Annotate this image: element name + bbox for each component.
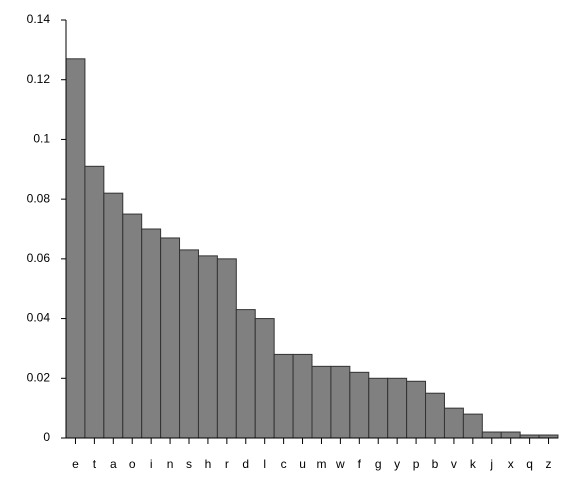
bar bbox=[500, 431, 521, 439]
x-tick-label: o bbox=[129, 457, 136, 471]
bar bbox=[368, 377, 389, 439]
x-tick-label: c bbox=[281, 457, 287, 471]
bar bbox=[197, 255, 218, 439]
bar bbox=[462, 413, 483, 439]
y-tick-label: 0 bbox=[43, 430, 50, 444]
x-tick-label: z bbox=[546, 457, 552, 471]
bar bbox=[216, 258, 237, 439]
x-tick-label: g bbox=[375, 457, 382, 471]
bar bbox=[406, 380, 427, 439]
x-tick-label: e bbox=[72, 457, 79, 471]
x-tick-label: a bbox=[110, 457, 117, 471]
x-tick-label: k bbox=[470, 457, 477, 471]
bar bbox=[122, 213, 143, 439]
x-tick-label: u bbox=[299, 457, 306, 471]
bar bbox=[141, 228, 162, 439]
y-tick-label: 0.02 bbox=[27, 370, 51, 384]
x-tick-label: p bbox=[413, 457, 420, 471]
bar bbox=[160, 237, 181, 439]
x-tick-label: t bbox=[93, 457, 97, 471]
y-tick-label: 0.1 bbox=[33, 132, 50, 146]
y-tick-label: 0.12 bbox=[27, 72, 51, 86]
y-tick-label: 0.06 bbox=[27, 251, 51, 265]
bar bbox=[481, 431, 502, 439]
y-tick-label: 0.08 bbox=[27, 191, 51, 205]
bar bbox=[103, 192, 124, 439]
bar bbox=[330, 365, 351, 439]
bar bbox=[235, 309, 256, 439]
bar bbox=[254, 318, 275, 439]
x-tick-label: h bbox=[205, 457, 212, 471]
x-tick-label: r bbox=[225, 457, 229, 471]
x-tick-label: i bbox=[150, 457, 153, 471]
x-tick-label: m bbox=[316, 457, 326, 471]
bar bbox=[179, 249, 199, 439]
bar bbox=[387, 377, 408, 439]
x-tick-label: y bbox=[394, 457, 400, 471]
y-tick-label: 0.14 bbox=[27, 12, 51, 26]
bar bbox=[349, 371, 370, 439]
x-tick-label: x bbox=[508, 457, 514, 471]
x-tick-label: v bbox=[451, 457, 457, 471]
x-tick-label: f bbox=[358, 457, 362, 471]
bar bbox=[65, 58, 86, 439]
x-tick-label: j bbox=[489, 457, 493, 471]
x-tick-label: n bbox=[167, 457, 174, 471]
bar bbox=[84, 165, 105, 439]
bar bbox=[273, 353, 294, 439]
bar bbox=[292, 353, 313, 439]
x-tick-label: w bbox=[335, 457, 345, 471]
x-tick-label: b bbox=[432, 457, 439, 471]
x-tick-label: l bbox=[263, 457, 266, 471]
bar bbox=[311, 365, 332, 439]
y-tick-label: 0.04 bbox=[27, 311, 51, 325]
bar bbox=[443, 407, 464, 439]
bar bbox=[425, 392, 445, 439]
x-tick-label: q bbox=[526, 457, 533, 471]
x-tick-label: d bbox=[242, 457, 249, 471]
x-tick-label: s bbox=[186, 457, 192, 471]
